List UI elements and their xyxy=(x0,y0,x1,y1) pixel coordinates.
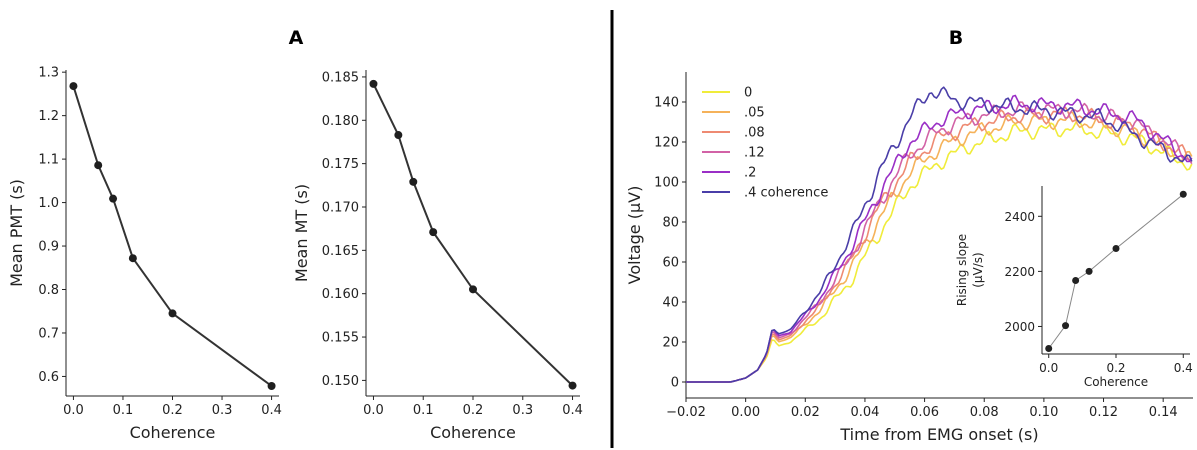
y-tick-label: 120 xyxy=(654,136,679,151)
y-tick-label: 140 xyxy=(654,96,679,111)
x-tick-label: 0.00 xyxy=(731,405,760,420)
data-point xyxy=(109,194,118,203)
y-tick-label: 1.3 xyxy=(38,66,59,81)
panel-label-b: B xyxy=(949,27,963,49)
legend-label: .2 xyxy=(744,166,756,181)
emg-trace-line xyxy=(686,86,1193,383)
y-axis-label: Voltage (μV) xyxy=(625,186,644,285)
data-point xyxy=(469,285,477,294)
data-point xyxy=(429,228,438,237)
y-tick-label: 40 xyxy=(662,296,679,311)
data-point xyxy=(128,254,137,263)
data-point xyxy=(1062,322,1070,330)
x-tick-label: 0.04 xyxy=(850,405,879,420)
data-point xyxy=(267,382,276,391)
data-point xyxy=(394,131,403,140)
y-tick-label: 0.150 xyxy=(322,374,359,389)
x-tick-label: 0.10 xyxy=(1029,405,1058,420)
y-axis-label: Mean MT (s) xyxy=(292,184,311,282)
y-axis-label: Rising slope xyxy=(955,234,969,306)
legend-label: .05 xyxy=(744,106,765,121)
data-point xyxy=(94,161,103,170)
x-axis-label: Coherence xyxy=(430,423,516,442)
data-point xyxy=(1112,245,1120,253)
x-axis-label: Time from EMG onset (s) xyxy=(839,425,1038,444)
x-tick-label: 0.12 xyxy=(1089,405,1118,420)
y-tick-label: 2400 xyxy=(1004,210,1035,224)
y-tick-label: 80 xyxy=(662,216,679,231)
y-tick-label: 0.155 xyxy=(322,331,359,346)
legend-label: .08 xyxy=(744,126,765,141)
legend-label: .4 coherence xyxy=(744,186,828,201)
x-tick-label: 0.3 xyxy=(212,403,233,418)
y-tick-label: 1.1 xyxy=(38,153,59,168)
y-tick-label: 0.6 xyxy=(38,370,59,385)
mt-chart: 0.0 0.1 0.2 0.3 0.4 0.150 0.155 0.160 0.165 0.170… xyxy=(292,70,583,442)
x-tick-label: 0.02 xyxy=(791,405,820,420)
y-tick-label: 0.170 xyxy=(322,200,359,215)
x-tick-label: 0.08 xyxy=(970,405,999,420)
x-tick-label: 0.4 xyxy=(1174,361,1193,375)
legend-label: 0 xyxy=(744,86,752,101)
y-tick-label: 0.165 xyxy=(322,244,359,259)
y-tick-label: 0.9 xyxy=(38,240,59,255)
y-tick-label: 0.185 xyxy=(322,70,359,85)
data-point xyxy=(369,79,378,88)
y-tick-label: 2200 xyxy=(1004,265,1035,279)
y-axis-label-units: (μV/s) xyxy=(971,252,985,288)
x-tick-label: −0.02 xyxy=(666,405,706,420)
y-tick-label: 0.180 xyxy=(322,114,359,129)
legend-label: .12 xyxy=(744,146,765,161)
data-point xyxy=(568,381,577,390)
emg-chart: −0.02 0.00 0.02 0.04 0.06 0.08 0.10 0.12 0.14020… xyxy=(625,72,1193,444)
panel-label-a: A xyxy=(289,27,304,49)
x-axis-label: Coherence xyxy=(130,423,216,442)
y-tick-label: 0 xyxy=(671,376,679,391)
x-tick-label: 0.1 xyxy=(113,403,134,418)
y-tick-label: 2000 xyxy=(1004,320,1035,334)
data-point xyxy=(69,82,78,91)
x-tick-label: 0.0 xyxy=(63,403,84,418)
x-tick-label: 0.1 xyxy=(413,403,434,418)
y-tick-label: 0.8 xyxy=(38,283,59,298)
x-axis-label: Coherence xyxy=(1084,375,1148,389)
y-tick-label: 0.160 xyxy=(322,287,359,302)
emg-trace-line xyxy=(686,119,1193,383)
data-point xyxy=(168,309,177,318)
y-tick-label: 100 xyxy=(654,176,679,191)
x-tick-label: 0.2 xyxy=(162,403,183,418)
series-line xyxy=(1048,193,1184,349)
pmt-chart: 0.0 0.1 0.2 0.3 0.4 0.6 0.7 0.8 0.9 1.0 1.1 1.2 1.3 C… xyxy=(7,66,282,442)
series-line xyxy=(72,85,273,387)
x-tick-label: 0.3 xyxy=(512,403,533,418)
x-tick-label: 0.4 xyxy=(261,403,282,418)
data-point xyxy=(1072,276,1080,284)
y-tick-label: 1.2 xyxy=(38,109,59,124)
y-tick-label: 0.175 xyxy=(322,157,359,172)
x-tick-label: 0.14 xyxy=(1149,405,1178,420)
y-tick-label: 20 xyxy=(662,336,679,351)
data-point xyxy=(1085,267,1093,275)
inset-background xyxy=(998,180,1194,394)
x-tick-label: 0.0 xyxy=(1039,361,1058,375)
y-tick-label: 0.7 xyxy=(38,326,59,341)
x-tick-label: 0.2 xyxy=(1106,361,1125,375)
y-axis-label: Mean PMT (s) xyxy=(7,179,26,287)
rising-slope-inset: 0.0 0.2 0.4 2000 2200 2400 Coherence Rising slo… xyxy=(955,180,1194,394)
series-line xyxy=(372,83,574,387)
data-point xyxy=(1179,190,1187,198)
x-tick-label: 0.2 xyxy=(463,403,484,418)
y-tick-label: 1.0 xyxy=(38,196,59,211)
x-tick-label: 0.06 xyxy=(910,405,939,420)
x-tick-label: 0.4 xyxy=(562,403,583,418)
x-tick-label: 0.0 xyxy=(363,403,384,418)
data-point xyxy=(409,177,418,186)
data-point xyxy=(1045,344,1053,352)
y-tick-label: 60 xyxy=(662,256,679,271)
